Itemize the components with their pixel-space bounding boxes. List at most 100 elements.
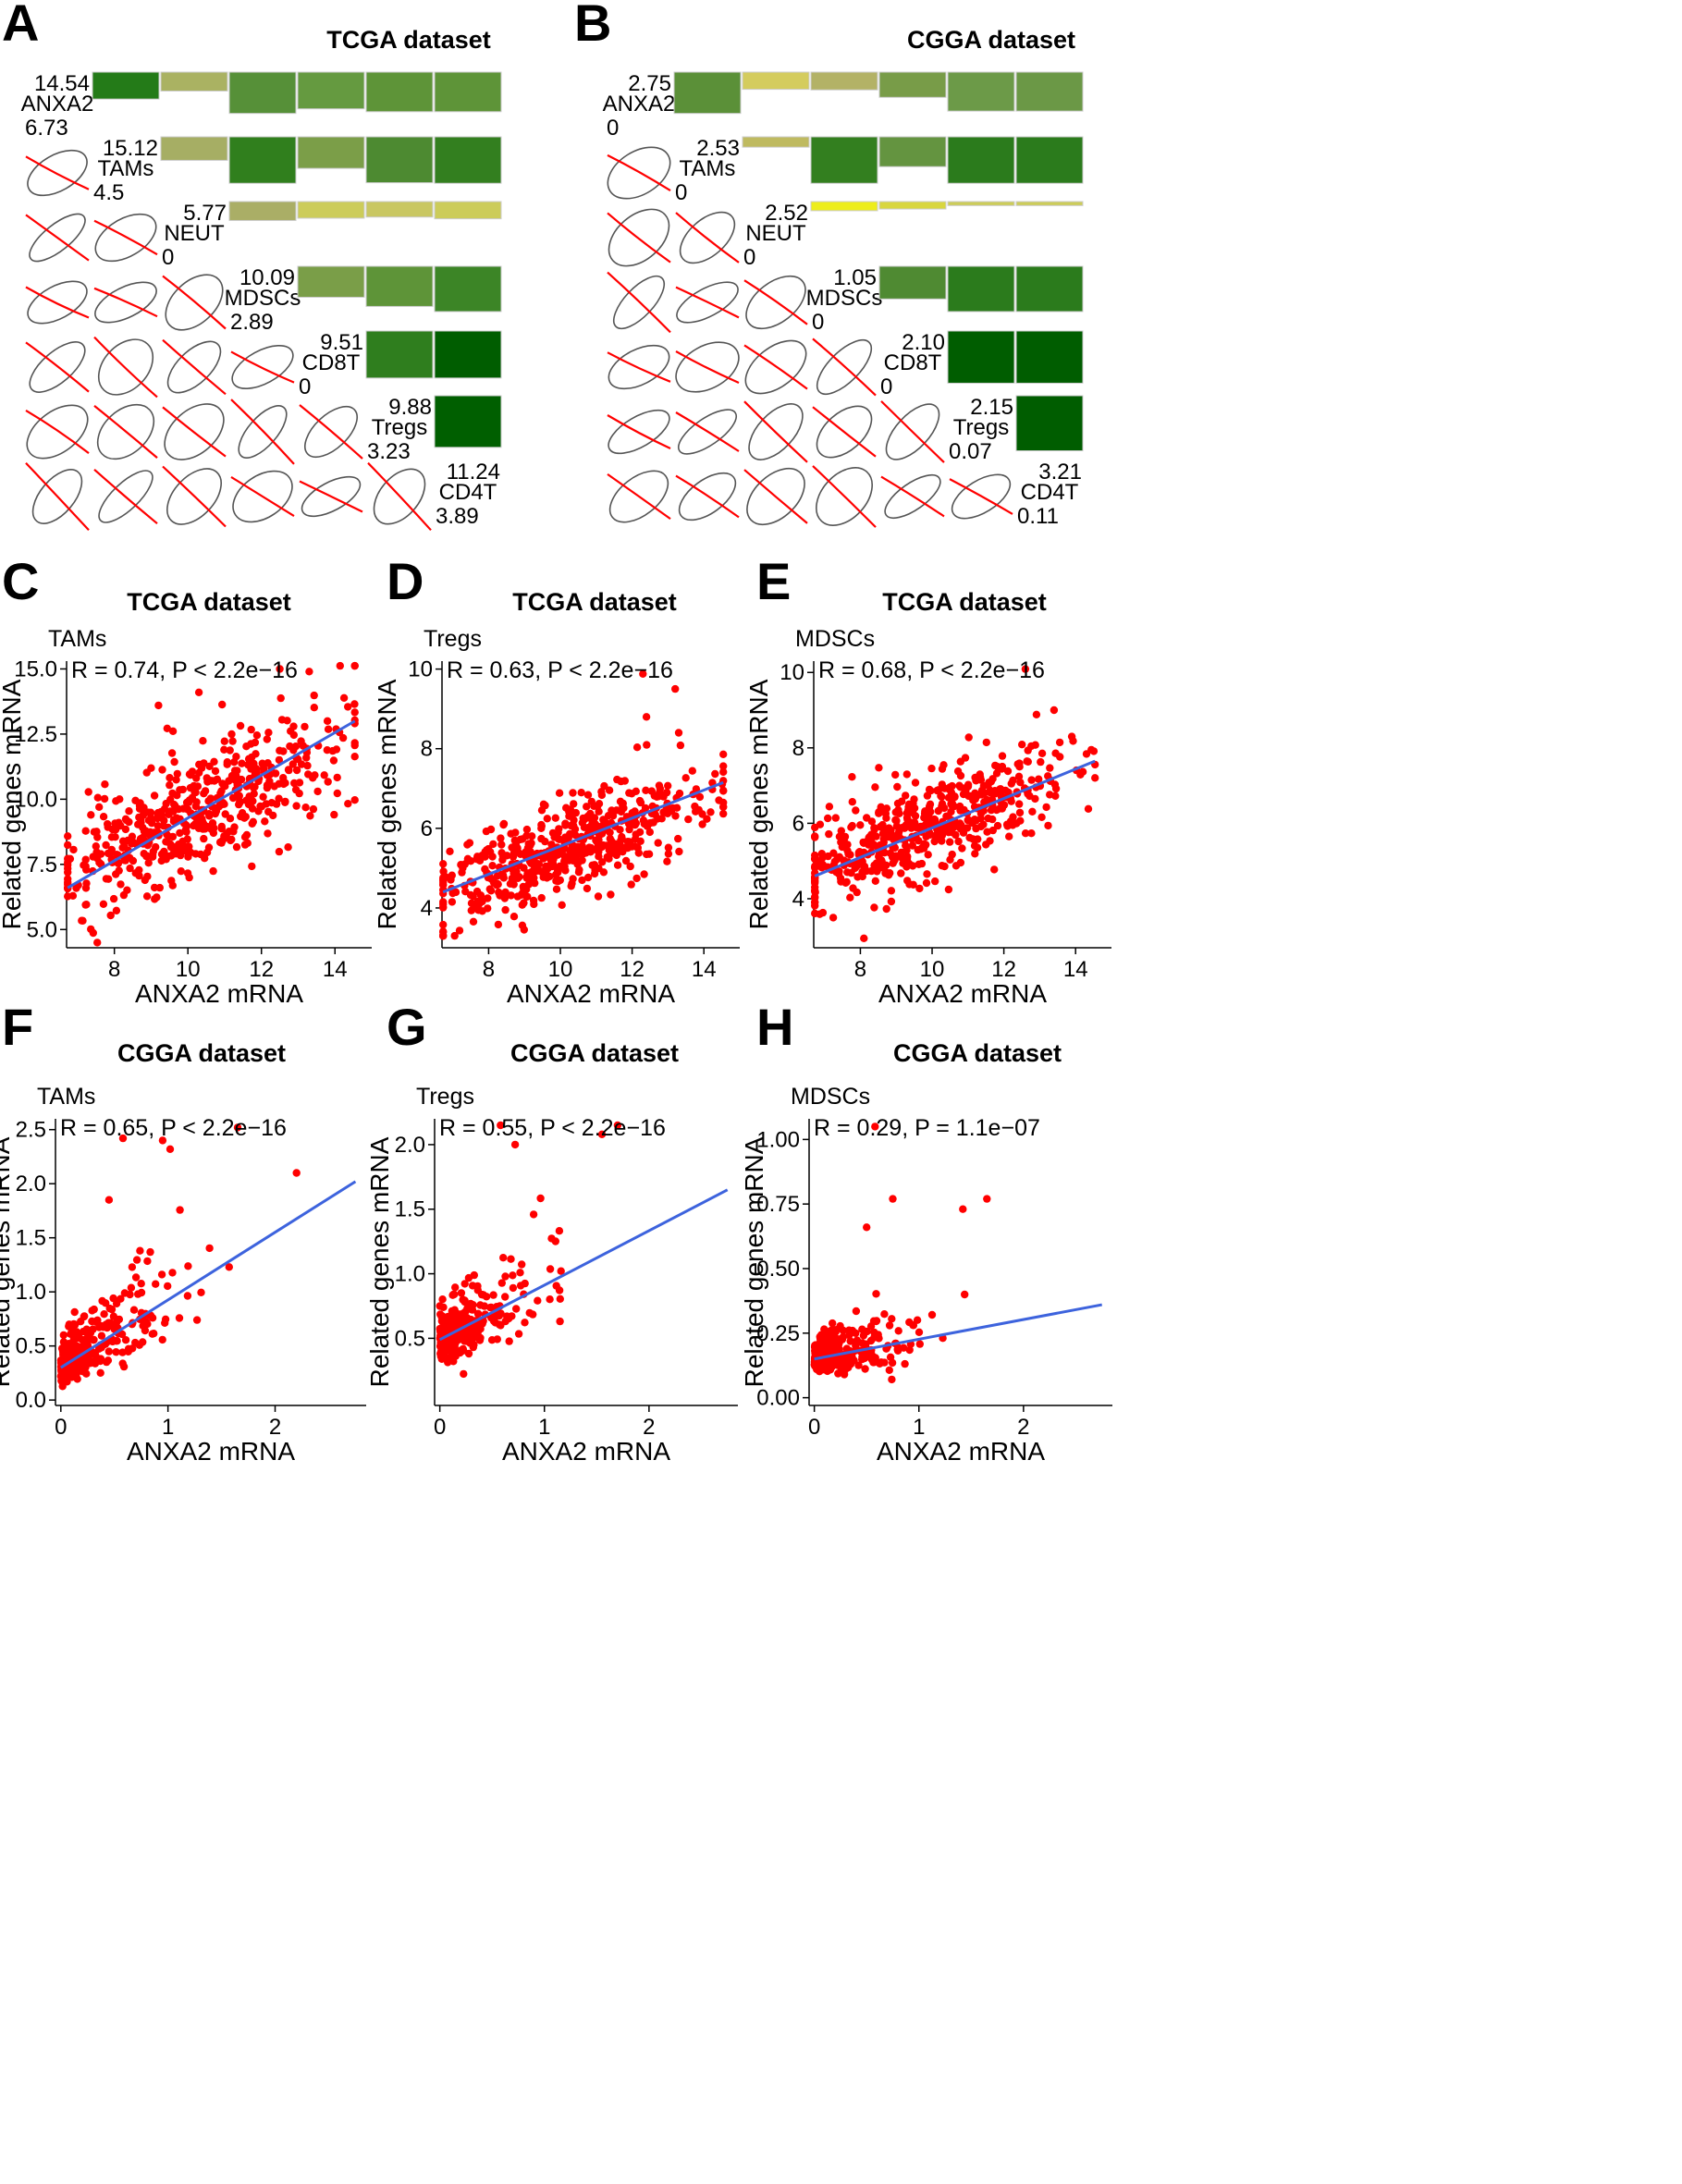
data-point (619, 848, 627, 856)
y-tick-label: 2.5 (16, 1118, 46, 1143)
data-point (558, 849, 566, 858)
data-point (129, 1306, 139, 1314)
data-point (902, 791, 910, 800)
data-point (915, 1328, 924, 1337)
data-point (271, 769, 280, 778)
data-point (457, 1289, 466, 1297)
data-point (481, 865, 489, 874)
data-point (473, 897, 482, 906)
data-point (126, 1345, 134, 1354)
correlation-ellipse (94, 213, 157, 263)
data-point (590, 861, 599, 869)
data-point (139, 1321, 147, 1331)
data-point (92, 842, 101, 851)
data-point (619, 802, 627, 810)
data-point (632, 743, 642, 752)
data-point (72, 1343, 81, 1351)
data-point (534, 860, 543, 868)
panel-title: CGGA dataset (117, 1039, 286, 1067)
data-point (100, 1310, 108, 1319)
loess-curve (675, 474, 740, 519)
data-point (902, 770, 911, 779)
data-point (339, 693, 349, 702)
x-tick-label: 14 (1063, 957, 1088, 982)
data-point (175, 1314, 184, 1322)
data-point (601, 817, 609, 826)
data-point (520, 926, 528, 934)
data-point (811, 832, 819, 840)
data-point (185, 796, 194, 804)
x-tick-label: 0 (808, 1415, 820, 1440)
data-point (609, 841, 618, 850)
data-point (482, 827, 491, 836)
data-point (543, 874, 551, 882)
data-point (131, 869, 140, 877)
data-point (853, 888, 861, 897)
data-point (578, 841, 586, 851)
correlation-bar (365, 136, 434, 184)
data-point (79, 916, 87, 925)
data-point (979, 820, 988, 828)
data-point (488, 862, 497, 870)
data-point (301, 722, 309, 731)
data-point (460, 1331, 469, 1340)
data-point (482, 1293, 491, 1301)
data-point (640, 870, 648, 878)
data-point (1028, 807, 1037, 816)
data-point (449, 1354, 458, 1362)
data-point (132, 1256, 141, 1264)
data-point (201, 787, 210, 795)
correlation-ellipse (884, 473, 941, 520)
data-point (562, 804, 571, 812)
data-point (243, 839, 252, 847)
data-point (583, 884, 592, 893)
loess-curve (93, 219, 158, 256)
data-point (927, 807, 935, 816)
data-point (304, 770, 313, 779)
correlation-bar (297, 201, 365, 219)
correlation-bar (297, 71, 365, 110)
panel-letter: A (2, 0, 39, 52)
data-point (242, 830, 252, 840)
x-axis-label: ANXA2 mRNA (877, 1437, 1045, 1466)
diag-min-value: 0.07 (949, 439, 992, 464)
data-point (58, 1382, 67, 1391)
data-point (80, 1312, 89, 1320)
data-point (483, 846, 491, 854)
data-point (508, 1312, 516, 1320)
data-point (227, 835, 236, 843)
correlation-bar (878, 136, 947, 167)
data-point (878, 829, 888, 838)
data-point (984, 814, 992, 823)
data-point (876, 823, 885, 831)
correlation-bar (878, 201, 947, 210)
data-point (466, 857, 475, 865)
data-point (510, 836, 519, 845)
y-tick-label: 1.0 (16, 1280, 46, 1305)
data-point (252, 731, 262, 740)
loess-curve (25, 155, 90, 190)
data-point (641, 804, 650, 813)
data-point (292, 766, 301, 775)
data-point (73, 1375, 81, 1383)
data-point (590, 814, 599, 822)
data-point (698, 820, 706, 828)
data-point (88, 1348, 97, 1356)
data-point (616, 826, 624, 834)
y-tick-label: 8 (792, 736, 804, 761)
data-point (923, 870, 931, 878)
data-point (213, 804, 222, 812)
data-point (173, 769, 181, 779)
data-point (968, 818, 976, 828)
data-point (96, 850, 105, 858)
data-point (587, 843, 595, 853)
data-point (534, 1296, 542, 1305)
y-axis-label: Related genes mRNA (365, 1136, 394, 1387)
data-point (895, 828, 903, 836)
data-point (509, 1271, 517, 1280)
diag-variable-label: Tregs (372, 415, 427, 440)
data-point (843, 1359, 853, 1368)
data-point (890, 855, 899, 864)
data-point (57, 1376, 66, 1384)
